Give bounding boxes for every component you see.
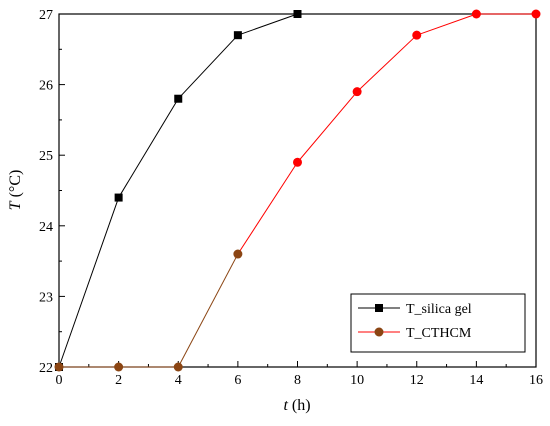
x-axis-unit: (h) — [288, 397, 311, 414]
x-tick-label: 8 — [294, 373, 301, 388]
x-tick-label: 2 — [115, 373, 122, 388]
series-1 — [54, 9, 541, 372]
series-1-segment — [177, 253, 239, 368]
x-axis-ticks: 0 2 4 6 8 10 12 14 16 — [56, 361, 543, 388]
legend-marker-silica-gel — [375, 304, 383, 312]
series-1-point — [173, 362, 183, 372]
series-0-segment — [237, 13, 298, 36]
x-tick-label: 10 — [350, 373, 364, 388]
x-tick-label: 4 — [175, 373, 182, 388]
x-axis-title: t (h) — [283, 397, 310, 414]
legend-label-cthcm: T_CTHCM — [406, 326, 472, 341]
x-tick-label: 12 — [410, 373, 424, 388]
series-1-point — [114, 362, 124, 372]
legend: T_silica gel T_CTHCM — [350, 293, 526, 353]
series-0-segment — [118, 98, 179, 198]
y-tick-label: 26 — [39, 79, 53, 94]
series-1-point — [471, 9, 481, 19]
y-tick-label: 23 — [39, 290, 53, 305]
x-tick-label: 16 — [529, 373, 543, 388]
x-axis-variable: t — [283, 397, 288, 414]
legend-marker-cthcm — [374, 327, 384, 337]
y-tick-label: 25 — [39, 149, 53, 164]
series-1-segment — [237, 161, 298, 255]
y-tick-label: 24 — [39, 220, 53, 235]
series-1-point — [54, 362, 64, 372]
series-0-point — [114, 193, 123, 202]
series-0-point — [174, 94, 183, 103]
series-1-point — [233, 249, 243, 259]
series-1-point — [412, 30, 422, 40]
y-tick-label: 27 — [39, 8, 53, 23]
legend-box — [350, 293, 526, 353]
series-0-point — [293, 10, 302, 18]
series-1-point — [293, 157, 302, 167]
series-0-segment — [177, 34, 239, 100]
x-tick-label: 0 — [56, 373, 63, 388]
series-1-segment — [356, 34, 418, 93]
series-layer — [54, 9, 541, 372]
y-axis-variable: T — [7, 200, 24, 210]
series-0-segment — [58, 197, 120, 368]
series-1-point — [352, 87, 362, 97]
series-0-point — [233, 31, 242, 40]
y-axis-unit: (°C) — [7, 170, 24, 202]
y-axis-title: T (°C) — [7, 170, 24, 211]
x-tick-label: 6 — [234, 373, 241, 388]
series-1-point — [531, 9, 541, 19]
series-1-segment — [297, 91, 358, 163]
series-1-segment — [416, 13, 477, 36]
y-tick-label: 22 — [39, 361, 53, 376]
x-tick-label: 14 — [469, 373, 483, 388]
legend-label-silica-gel: T_silica gel — [406, 302, 472, 317]
y-axis-ticks: 22 23 24 25 26 27 — [39, 8, 65, 376]
series-0 — [55, 10, 302, 371]
